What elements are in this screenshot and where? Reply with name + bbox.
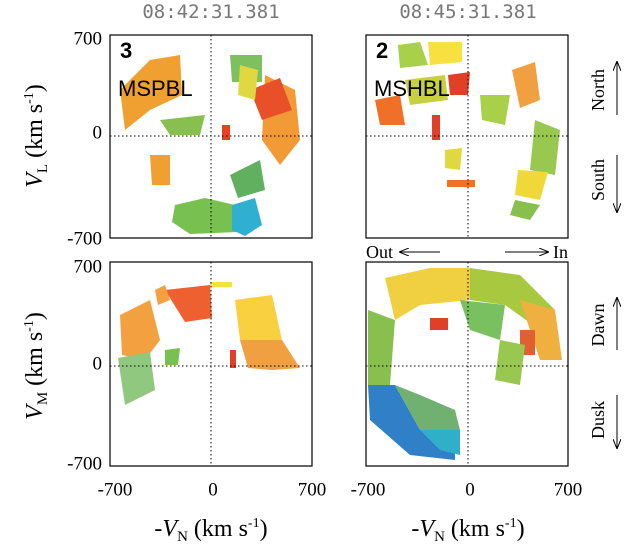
y-tick-label: 700: [74, 256, 103, 277]
x-tick-label: 0: [465, 479, 475, 500]
region-label: MSPBL: [118, 76, 193, 101]
direction-label: South: [588, 159, 608, 201]
label-part: N: [434, 529, 445, 545]
label-part: ): [517, 516, 525, 542]
label-part: (km s: [188, 516, 248, 542]
label-part: (km s: [22, 104, 48, 164]
x-axis-label: -VN (km s-1): [154, 516, 267, 545]
label-part: -V: [154, 516, 179, 542]
x-tick-label: -700: [98, 479, 133, 500]
label-part: (km s: [445, 516, 505, 542]
label-part: -1: [248, 516, 260, 531]
y-tick-label: -700: [67, 453, 102, 474]
x-tick-label: 700: [554, 479, 583, 500]
label-part: M: [35, 392, 51, 405]
label-part: V: [22, 171, 48, 188]
panel-number: 3: [120, 38, 132, 63]
x-tick-label: -700: [351, 479, 386, 500]
y-tick-label: 0: [93, 353, 103, 374]
y-axis-label: VL (km s-1): [22, 84, 51, 188]
direction-label: Dawn: [588, 304, 608, 347]
panel-number: 2: [376, 38, 388, 63]
direction-label: Out: [366, 242, 393, 262]
label-part: ): [260, 516, 268, 542]
direction-label: In: [553, 242, 568, 262]
label-part: (km s: [22, 332, 48, 392]
label-part: ): [22, 84, 48, 92]
panel-patches: [118, 42, 562, 460]
x-axis-label: -VN (km s-1): [411, 516, 524, 545]
direction-label: North: [588, 69, 608, 111]
label-part: -1: [22, 320, 37, 332]
y-tick-label: 700: [74, 28, 103, 49]
x-tick-label: 700: [298, 479, 327, 500]
y-tick-label: 0: [93, 122, 103, 143]
panel-frames: [109, 34, 569, 467]
y-tick-label: -700: [67, 228, 102, 249]
label-part: N: [177, 529, 188, 545]
y-axis-label: VM (km s-1): [22, 312, 51, 420]
time-label: 08:45:31.381: [399, 1, 536, 23]
label-part: -1: [505, 516, 517, 531]
label-part: ): [22, 312, 48, 320]
x-tick-label: 0: [208, 479, 218, 500]
label-part: V: [22, 403, 48, 420]
label-part: -V: [411, 516, 436, 542]
label-part: L: [35, 164, 51, 173]
direction-label: Dusk: [588, 401, 608, 439]
label-part: -1: [22, 92, 37, 104]
time-label: 08:42:31.381: [142, 1, 279, 23]
region-label: MSHBL: [374, 76, 450, 101]
